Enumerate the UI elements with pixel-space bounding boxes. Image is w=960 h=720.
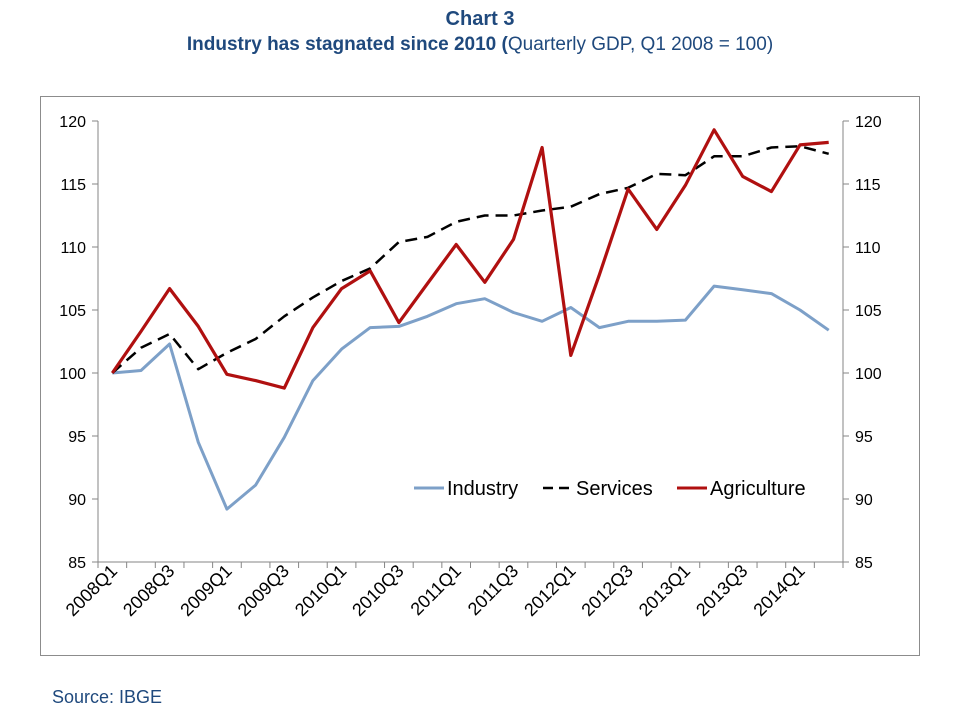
y-tick-label-left: 95 bbox=[68, 429, 86, 446]
y-tick-label-left: 120 bbox=[59, 114, 86, 131]
y-tick-label-right: 115 bbox=[855, 177, 881, 194]
series-line-agriculture bbox=[110, 128, 829, 390]
x-tick-label: 2013Q1 bbox=[635, 561, 694, 620]
y-tick-label-left: 110 bbox=[60, 240, 86, 257]
y-tick-label-right: 90 bbox=[855, 492, 873, 509]
y-tick-label-right: 105 bbox=[855, 303, 882, 320]
legend-label-agriculture: Agriculture bbox=[710, 478, 806, 500]
y-tick-label-right: 100 bbox=[855, 366, 882, 383]
y-tick-label-left: 100 bbox=[59, 366, 86, 383]
chart-number: Chart 3 bbox=[445, 8, 515, 30]
y-tick-label-right: 110 bbox=[855, 240, 881, 257]
y-tick-label-left: 115 bbox=[60, 177, 86, 194]
y-tick-label-right: 120 bbox=[855, 114, 882, 131]
x-tick-label: 2008Q3 bbox=[119, 561, 178, 620]
x-tick-label: 2013Q3 bbox=[692, 561, 751, 620]
x-tick-label: 2009Q3 bbox=[234, 561, 293, 620]
y-tick-label-right: 85 bbox=[855, 555, 873, 572]
y-tick-label-left: 90 bbox=[68, 492, 86, 509]
chart-title: Industry has stagnated since 2010 (Quart… bbox=[0, 32, 960, 58]
series-line-industry bbox=[112, 284, 830, 511]
chart-title-bold: Industry has stagnated since 2010 ( bbox=[186, 34, 508, 55]
source-note: Source: IBGE bbox=[52, 687, 163, 707]
x-tick-label: 2012Q3 bbox=[577, 561, 636, 620]
y-tick-label-right: 95 bbox=[855, 429, 873, 446]
chart-title-subtitle: Quarterly GDP, Q1 2008 = 100 bbox=[507, 34, 767, 55]
chart-frame bbox=[40, 96, 920, 656]
series-line-services bbox=[111, 144, 830, 374]
x-tick-label: 2012Q1 bbox=[520, 561, 579, 620]
x-tick-label: 2011Q1 bbox=[407, 561, 465, 619]
x-tick-label: 2010Q3 bbox=[348, 561, 407, 620]
y-tick-label-left: 105 bbox=[59, 303, 86, 320]
x-tick-label: 2014Q1 bbox=[749, 561, 808, 620]
legend-label-services: Services bbox=[576, 478, 653, 500]
x-tick-label: 2009Q1 bbox=[176, 561, 235, 620]
legend-label-industry: Industry bbox=[447, 478, 518, 500]
chart-title-block: Chart 3 Industry has stagnated since 201… bbox=[0, 6, 960, 58]
x-tick-label: 2011Q3 bbox=[464, 561, 522, 619]
y-tick-label-left: 85 bbox=[68, 555, 86, 572]
chart-title-close: ) bbox=[766, 34, 774, 55]
x-tick-label: 2010Q1 bbox=[291, 561, 350, 620]
